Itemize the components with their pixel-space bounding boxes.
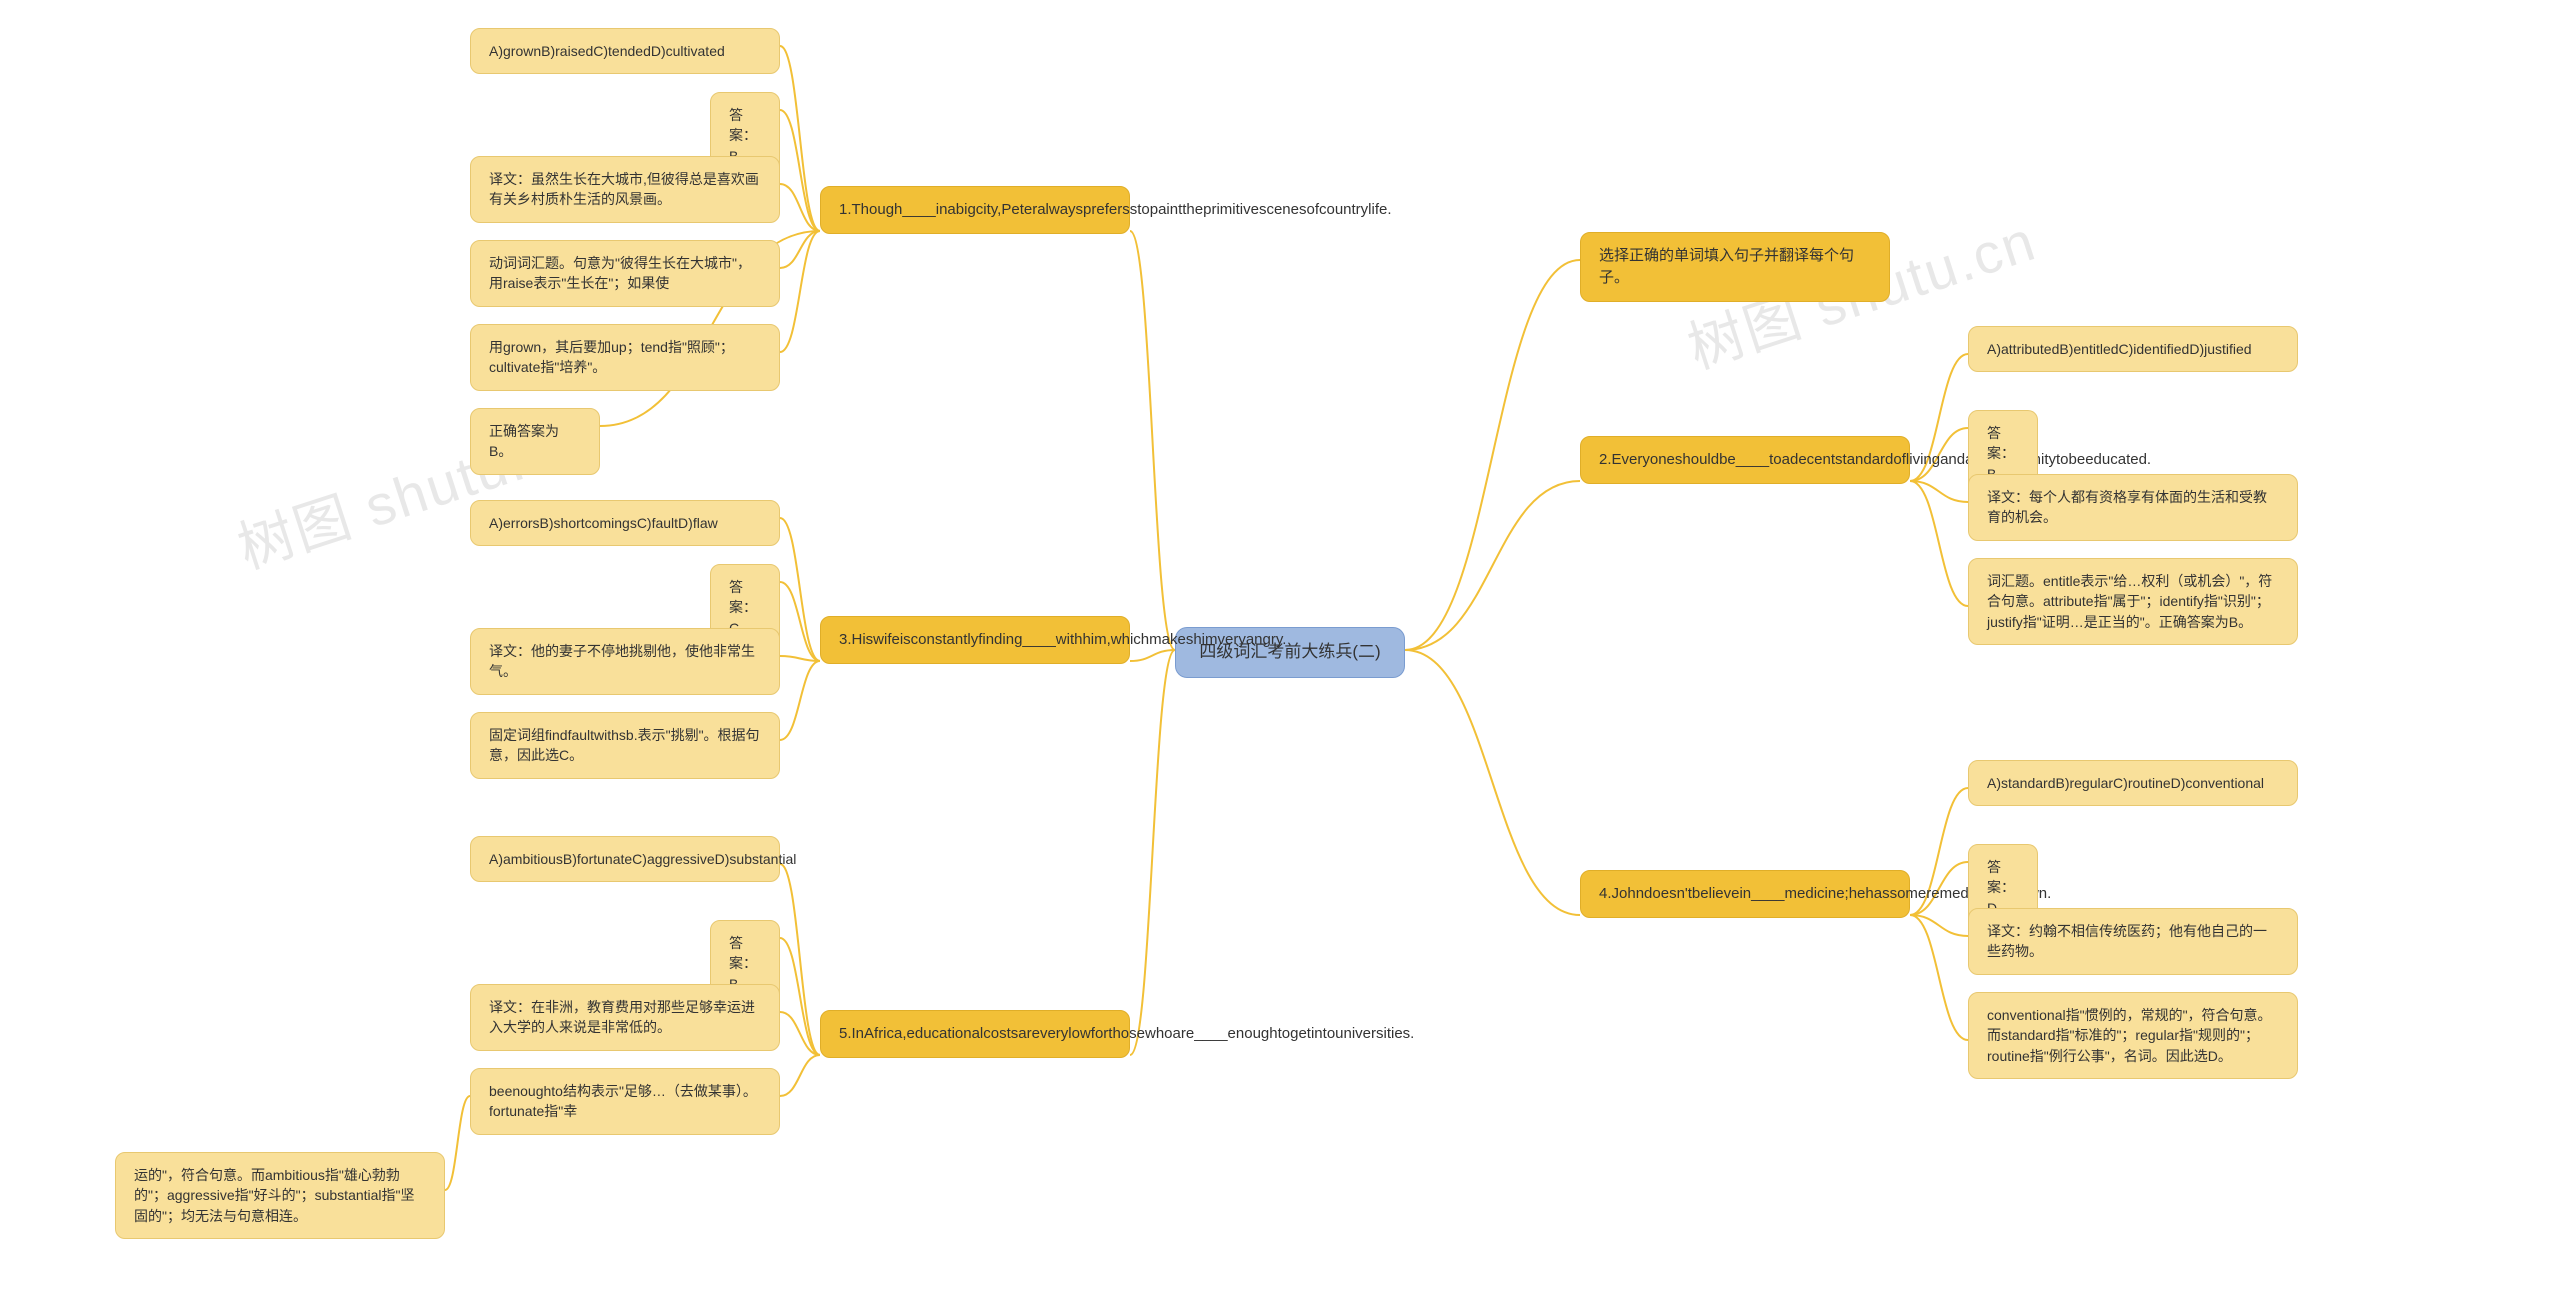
instruction-node: 选择正确的单词填入句子并翻译每个句子。 <box>1580 232 1890 302</box>
question-5: 5.InAfrica,educationalcostsareverylowfor… <box>820 1010 1130 1058</box>
q3-leaf-0: A)errorsB)shortcomingsC)faultD)flaw <box>470 500 780 546</box>
q5-leaf-0: A)ambitiousB)fortunateC)aggressiveD)subs… <box>470 836 780 882</box>
question-3: 3.Hiswifeisconstantlyfinding____withhim,… <box>820 616 1130 664</box>
q1-leaf-2: 译文：虽然生长在大城市,但彼得总是喜欢画有关乡村质朴生活的风景画。 <box>470 156 780 223</box>
q2-leaf-2: 译文：每个人都有资格享有体面的生活和受教育的机会。 <box>1968 474 2298 541</box>
q5-leaf-3: beenoughto结构表示"足够…（去做某事）。fortunate指"幸 <box>470 1068 780 1135</box>
question-1: 1.Though____inabigcity,Peteralwaysprefer… <box>820 186 1130 234</box>
q5-leaf-4: 运的"，符合句意。而ambitious指"雄心勃勃的"；aggressive指"… <box>115 1152 445 1239</box>
question-2: 2.Everyoneshouldbe____toadecentstandardo… <box>1580 436 1910 484</box>
q4-leaf-3: conventional指"惯例的，常规的"，符合句意。而standard指"标… <box>1968 992 2298 1079</box>
q1-leaf-4: 用grown，其后要加up；tend指"照顾"；cultivate指"培养"。 <box>470 324 780 391</box>
q5-leaf-2: 译文：在非洲，教育费用对那些足够幸运进入大学的人来说是非常低的。 <box>470 984 780 1051</box>
q1-leaf-0: A)grownB)raisedC)tendedD)cultivated <box>470 28 780 74</box>
q2-leaf-0: A)attributedB)entitledC)identifiedD)just… <box>1968 326 2298 372</box>
question-4: 4.Johndoesn'tbelievein____medicine;hehas… <box>1580 870 1910 918</box>
q1-leaf-5: 正确答案为B。 <box>470 408 600 475</box>
q3-leaf-3: 固定词组findfaultwithsb.表示"挑剔"。根据句意，因此选C。 <box>470 712 780 779</box>
q1-leaf-3: 动词词汇题。句意为"彼得生长在大城市"，用raise表示"生长在"；如果使 <box>470 240 780 307</box>
q2-leaf-3: 词汇题。entitle表示"给…权利（或机会）"，符合句意。attribute指… <box>1968 558 2298 645</box>
q4-leaf-2: 译文：约翰不相信传统医药；他有他自己的一些药物。 <box>1968 908 2298 975</box>
q3-leaf-2: 译文：他的妻子不停地挑剔他，使他非常生气。 <box>470 628 780 695</box>
q4-leaf-0: A)standardB)regularC)routineD)convention… <box>1968 760 2298 806</box>
